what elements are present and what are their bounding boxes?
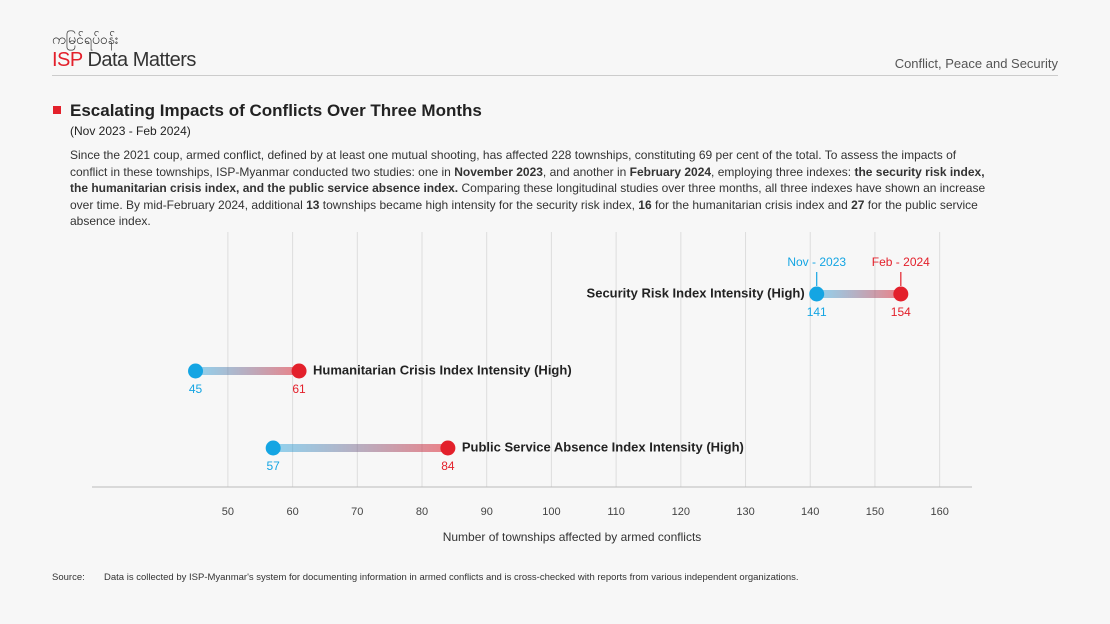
value-label: 141 xyxy=(807,305,827,319)
dot xyxy=(893,286,909,302)
paragraph-run: , employing three indexes: xyxy=(711,164,855,179)
x-tick-label: 100 xyxy=(542,506,560,518)
paragraph-run: February 2024 xyxy=(629,164,712,179)
logo-isp: ISP xyxy=(52,49,83,71)
connector xyxy=(273,444,448,452)
title: Escalating Impacts of Conflicts Over Thr… xyxy=(70,101,482,120)
dot xyxy=(188,363,204,379)
paragraph-run: , and another in xyxy=(542,164,630,179)
source-text: Data is collected by ISP-Myanmar's syste… xyxy=(104,572,799,583)
dot xyxy=(265,440,281,456)
source-label: Source: xyxy=(52,572,85,583)
x-tick-label: 140 xyxy=(801,506,819,518)
section-label: Conflict, Peace and Security xyxy=(894,56,1058,71)
x-tick-label: 90 xyxy=(481,506,493,518)
value-label: 57 xyxy=(266,459,280,473)
paragraph-run: Since the 2021 coup, armed conflict, def… xyxy=(70,148,957,179)
paragraph-run: 16 xyxy=(638,197,652,212)
paragraph-run: townships became high intensity for the … xyxy=(319,197,639,212)
header-rule xyxy=(52,75,1058,76)
dot xyxy=(440,440,456,456)
logo-script: ကမြင်ရပ်ဝန်း xyxy=(52,32,119,48)
paragraph-run: 13 xyxy=(306,197,320,212)
category-label: Humanitarian Crisis Index Intensity (Hig… xyxy=(313,362,572,377)
value-label: 154 xyxy=(891,305,911,319)
x-tick-label: 120 xyxy=(672,506,690,518)
subtitle: (Nov 2023 - Feb 2024) xyxy=(70,124,191,138)
x-tick-label: 110 xyxy=(607,506,625,518)
logo-name: Data Matters xyxy=(87,49,196,71)
value-label: 61 xyxy=(292,382,306,396)
paragraph-run: the security risk index, the humanitaria… xyxy=(70,164,985,196)
logo: ISP Data Matters xyxy=(52,49,196,72)
paragraph-run: Comparing these longitudinal studies ove… xyxy=(70,181,986,212)
x-tick-label: 160 xyxy=(930,506,948,518)
x-tick-label: 150 xyxy=(866,506,884,518)
legend-label: Feb - 2024 xyxy=(872,255,930,269)
paragraph-run: for the humanitarian crisis index and xyxy=(651,197,852,212)
dot xyxy=(809,286,825,302)
value-label: 84 xyxy=(441,459,455,473)
x-tick-label: 60 xyxy=(286,506,298,518)
value-label: 45 xyxy=(189,382,203,396)
connector xyxy=(816,290,901,298)
x-tick-label: 50 xyxy=(222,506,234,518)
paragraph-run: 27 xyxy=(851,197,865,212)
paragraph: Since the 2021 coup, armed conflict, def… xyxy=(70,147,995,230)
x-axis-label: Number of townships affected by armed co… xyxy=(443,530,702,544)
x-tick-label: 70 xyxy=(351,506,363,518)
x-tick-label: 80 xyxy=(416,506,428,518)
dot xyxy=(291,363,307,379)
x-tick-label: 130 xyxy=(736,506,754,518)
paragraph-run: November 2023 xyxy=(454,164,543,179)
category-label: Public Service Absence Index Intensity (… xyxy=(462,439,744,454)
category-label: Security Risk Index Intensity (High) xyxy=(587,285,805,300)
connector xyxy=(195,367,300,375)
legend-label: Nov - 2023 xyxy=(787,255,846,269)
paragraph-run: for the public service absence index. xyxy=(70,197,978,229)
title-marker xyxy=(53,106,61,114)
